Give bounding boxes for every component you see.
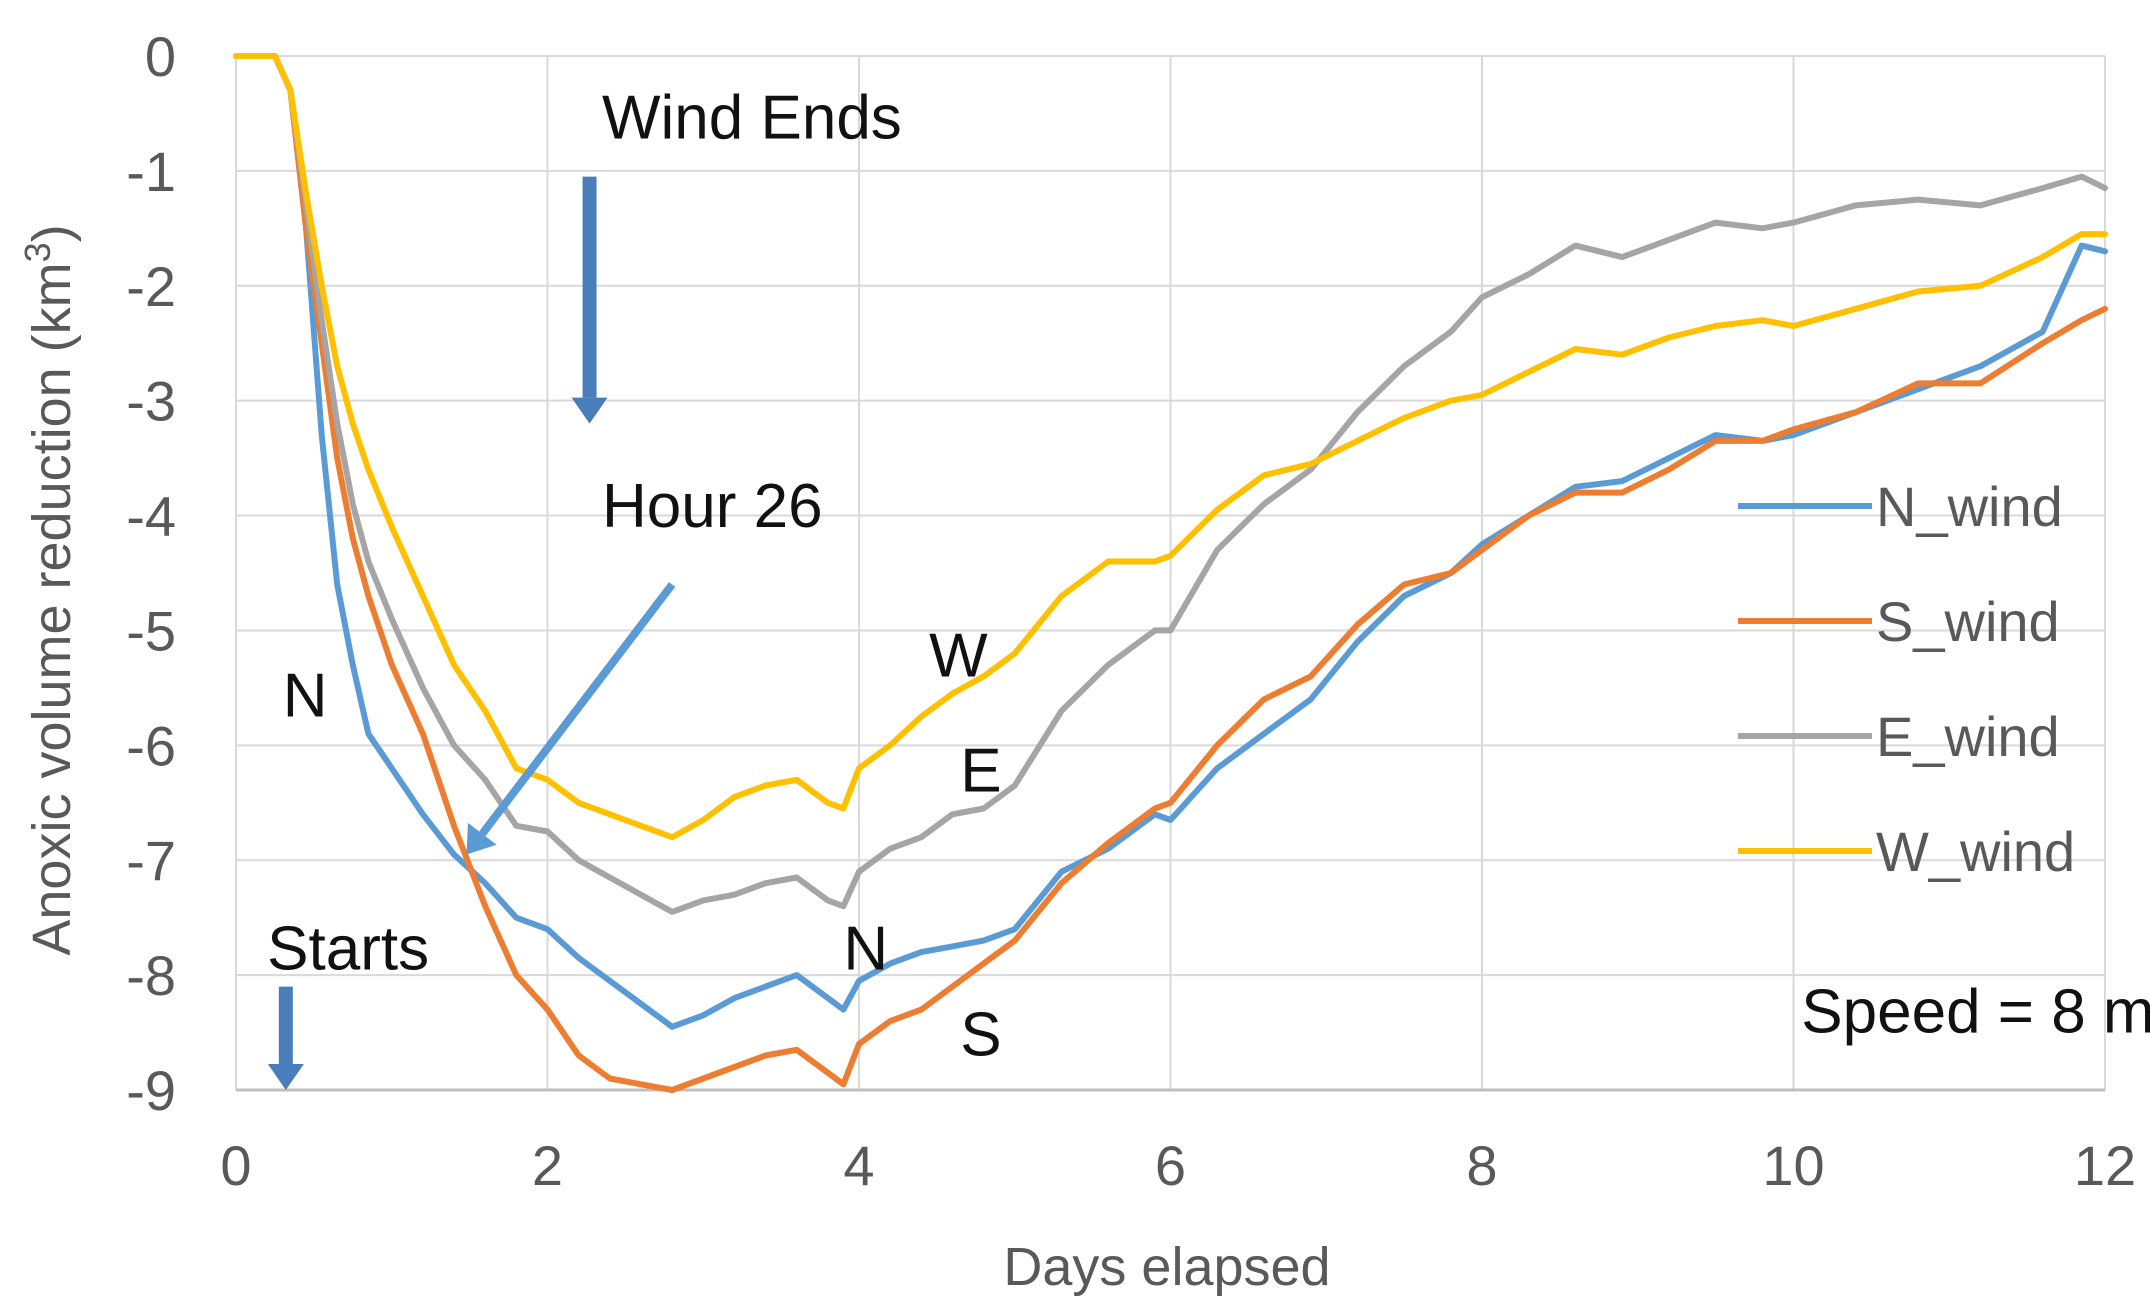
y-tick-label: -3 (126, 370, 176, 433)
annotation-arrow-head (466, 822, 497, 855)
y-tick-label: -5 (126, 599, 176, 662)
annotation-arrow-head (571, 397, 608, 424)
y-tick-label: -2 (126, 255, 176, 318)
series-line-s-wind (233, 53, 2108, 1093)
y-tick-label: -1 (126, 140, 176, 203)
y-tick-label: -7 (126, 829, 176, 892)
legend-label: E_wind (1876, 705, 2060, 768)
annotation-label: E (960, 736, 1001, 805)
legend-label: S_wind (1876, 590, 2060, 653)
x-tick-label: 2 (532, 1134, 563, 1197)
x-tick-label: 0 (220, 1134, 251, 1197)
y-axis-title-main: Anoxic volume reduction (km (22, 262, 82, 955)
legend-label: W_wind (1876, 820, 2075, 883)
x-tick-label: 10 (1762, 1134, 1824, 1197)
y-axis-title: Anoxic volume reduction (km3) (17, 224, 82, 955)
series-lines (233, 53, 2108, 1093)
series-line-e-wind (233, 53, 2108, 915)
annotation-label: W (929, 621, 988, 690)
annotation-label: Hour 26 (602, 472, 823, 541)
x-tick-label: 4 (843, 1134, 874, 1197)
series-line-w-wind (233, 53, 2108, 841)
legend: N_wind S_wind E_wind W_wind (1738, 475, 2075, 883)
y-tick-label: 0 (145, 25, 176, 88)
annotation-label: N (843, 914, 888, 983)
y-tick-label: -9 (126, 1059, 176, 1122)
y-axis-title-superscript: 3 (17, 242, 58, 262)
y-tick-label: -4 (126, 485, 176, 548)
x-tick-label: 6 (1155, 1134, 1186, 1197)
annotation-label: Wind Ends (602, 84, 902, 153)
legend-label: N_wind (1876, 475, 2063, 538)
annotation-labels: Wind Ends Hour 26 Starts N WE N S Speed = 8 m/s (267, 84, 2150, 1070)
y-axis-title-suffix: ) (22, 224, 82, 242)
series-line-n-wind (233, 53, 2108, 1030)
annotation-arrow-head (267, 1064, 304, 1090)
x-tick-label: 8 (1466, 1134, 1497, 1197)
y-tick-label: -8 (126, 944, 176, 1007)
annotation-label: Starts (267, 914, 429, 983)
x-axis-title: Days elapsed (1003, 1237, 1330, 1297)
annotation-arrows (267, 176, 676, 1090)
x-tick-label: 12 (2074, 1134, 2136, 1197)
annotation-label: N (283, 662, 328, 731)
annotation-arrow-shaft (479, 582, 676, 837)
annotation-label: S (960, 1001, 1001, 1070)
y-tick-label: -6 (126, 714, 176, 777)
annotation-label: Speed = 8 m/s (1801, 978, 2150, 1047)
tick-labels: 0 -1 -2 -3 -4 -5 -6 -7 -8 -9 0 2 4 6 8 10 12 (126, 25, 2136, 1197)
